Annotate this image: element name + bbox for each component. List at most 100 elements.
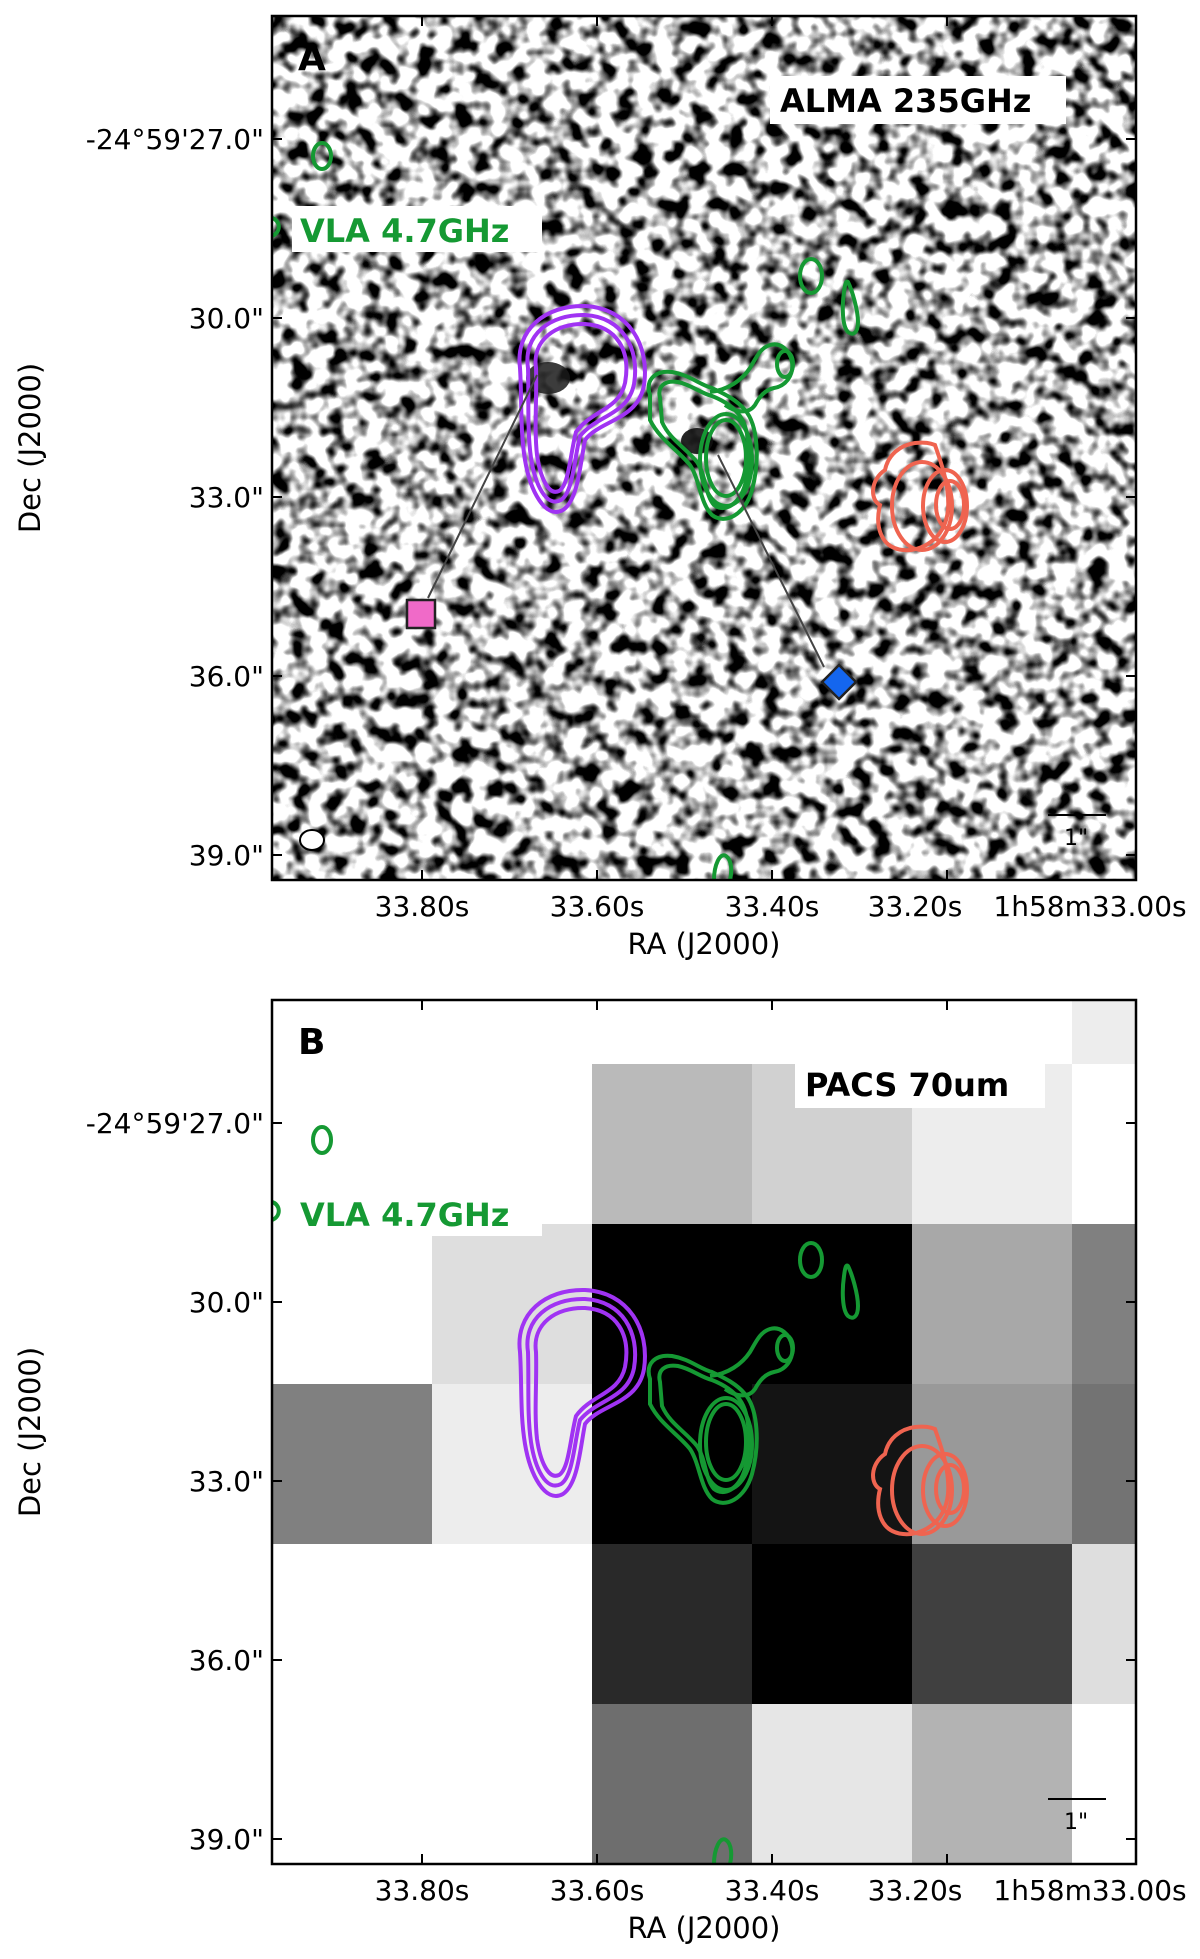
pacs-pixel-r0-c3 <box>752 1000 912 1064</box>
band-label-a: ALMA 235GHz <box>780 82 1031 120</box>
beam-ellipse-icon <box>299 829 325 851</box>
pacs-pixel-r5-c3 <box>752 1704 912 1864</box>
vla-label-b: VLA 4.7GHz <box>300 1196 509 1234</box>
vla-contour-edge-a <box>272 216 281 238</box>
vla-contour-main-outer <box>646 369 759 521</box>
pacs-pixel-r2-c4 <box>912 1224 1072 1384</box>
pacs-pixel-r5-c0 <box>272 1704 432 1864</box>
vla-contour-blob-3 <box>311 141 333 171</box>
dec-tick-a-0: -24°59'27.0" <box>86 123 264 156</box>
pacs-pixel-r5-c2 <box>592 1704 752 1864</box>
pacs-pixel-r5-c5 <box>1072 1704 1136 1864</box>
red-contour-outer-b <box>871 1424 951 1537</box>
purple-contour-outer-b <box>517 1287 647 1498</box>
ra-tick-a-2: 33.40s <box>725 890 820 923</box>
vla-contour-bottom-a <box>712 853 734 880</box>
vla-label-a-box <box>292 206 542 252</box>
red-contour-inner-2-b <box>934 1463 966 1515</box>
pacs-pixel-r2-c1 <box>432 1224 592 1384</box>
ra-tick-a-4: 1h58m33.00s <box>993 890 1186 923</box>
ra-tick-a-3: 33.20s <box>868 890 963 923</box>
square-marker-icon <box>405 598 437 630</box>
pointer-line-diamond <box>717 454 825 668</box>
ra-tick-b-4: 1h58m33.00s <box>993 1874 1186 1907</box>
ra-tick-b-0: 33.80s <box>375 1874 470 1907</box>
pacs-pixel-r0-c5 <box>1072 1000 1136 1064</box>
pacs-pixel-r4-c1 <box>432 1544 592 1704</box>
pacs-pixel-r0-c0 <box>272 1000 432 1064</box>
panel-a-letter: A <box>298 38 326 79</box>
ra-title-a: RA (J2000) <box>627 927 780 961</box>
vla-contour-group-a <box>272 141 861 880</box>
diamond-marker-icon <box>820 663 858 701</box>
pacs-pixel-r5-c4 <box>912 1704 1072 1864</box>
purple-contour-inner-b <box>533 1305 629 1478</box>
vla-contour-core-outer-b <box>698 1396 754 1492</box>
pacs-pixel-r0-c1 <box>432 1000 592 1064</box>
vla-contour-core-inner-b <box>704 1402 748 1482</box>
pacs-pixel-r1-c5 <box>1072 1064 1136 1224</box>
vla-contour-core-inner <box>704 418 748 498</box>
pacs-pixel-r2-c2 <box>592 1224 752 1384</box>
pacs-pixel-r3-c0 <box>272 1384 432 1544</box>
panel-a-contours <box>272 141 969 880</box>
vla-contour-core-outer <box>698 412 754 508</box>
scale-label-b: 1" <box>1064 1810 1088 1835</box>
vla-contour-main-outer-b <box>646 1353 759 1505</box>
panel-a-frame <box>270 14 1138 882</box>
panel-b-frame <box>270 998 1138 1866</box>
vla-contour-blob-1-b <box>798 1241 824 1279</box>
band-label-b-box <box>795 1060 1045 1108</box>
purple-contour-mid-b <box>525 1296 638 1488</box>
alma-source-blob-1 <box>526 362 570 394</box>
panel-b-contours <box>272 1125 969 1864</box>
vla-contour-arm-knot <box>775 349 795 379</box>
vla-contour-blob-1 <box>798 257 824 295</box>
pacs-pixel-r4-c3 <box>752 1544 912 1704</box>
ra-tick-a-1: 33.60s <box>550 890 645 923</box>
dec-title-a: Dec (J2000) <box>13 363 47 533</box>
ra-tick-b-1: 33.60s <box>550 1874 645 1907</box>
dec-tick-a-1: 30.0" <box>189 302 264 335</box>
purple-contour-outer <box>517 303 647 514</box>
vla-contour-main-mid-b <box>657 1363 751 1495</box>
red-contour-mid <box>890 460 954 552</box>
pacs-pixel-r5-c1 <box>432 1704 592 1864</box>
vla-label-b-box <box>292 1190 542 1236</box>
pacs-pixel-r3-c2 <box>592 1384 752 1544</box>
ra-tick-b-3: 33.20s <box>868 1874 963 1907</box>
ra-tick-b-2: 33.40s <box>725 1874 820 1907</box>
purple-contour-group <box>517 303 647 514</box>
pacs-pixel-r4-c5 <box>1072 1544 1136 1704</box>
pointer-line-square <box>427 374 538 599</box>
pacs-pixel-r4-c2 <box>592 1544 752 1704</box>
pacs-pixel-r2-c3 <box>752 1224 912 1384</box>
vla-contour-edge-b <box>272 1200 281 1222</box>
purple-contour-mid <box>525 312 638 504</box>
dec-tick-b-4: 39.0" <box>189 1823 264 1856</box>
dec-tick-b-1: 30.0" <box>189 1286 264 1319</box>
red-contour-inner-1 <box>921 468 969 544</box>
red-contour-mid-b <box>890 1444 954 1536</box>
pacs-pixel-grid <box>272 1000 1136 1864</box>
panel-b: B PACS 70um VLA 4.7GHz 1" 33.80s 33.60s … <box>13 998 1187 1945</box>
red-contour-inner-2 <box>934 479 966 531</box>
vla-contour-blob-2-b <box>840 1263 861 1320</box>
panel-a: A ALMA 235GHz VLA 4.7GHz 1" 33.80s 33.60… <box>13 14 1187 961</box>
dec-tick-a-2: 33.0" <box>189 481 264 514</box>
panel-a-ticks <box>272 16 1136 880</box>
vla-label-a: VLA 4.7GHz <box>300 212 509 250</box>
dec-title-b: Dec (J2000) <box>13 1347 47 1517</box>
purple-contour-inner <box>533 321 629 494</box>
panel-b-letter: B <box>298 1022 325 1063</box>
band-label-a-box <box>770 76 1066 124</box>
pacs-pixel-r1-c2 <box>592 1064 752 1224</box>
pacs-pixel-r2-c0 <box>272 1224 432 1384</box>
dec-tick-b-0: -24°59'27.0" <box>86 1107 264 1140</box>
vla-contour-blob-3-b <box>311 1125 333 1155</box>
vla-contour-main-mid <box>657 379 751 511</box>
pacs-pixel-r2-c5 <box>1072 1224 1136 1384</box>
red-contour-group-a <box>871 440 969 553</box>
vla-contour-bottom-b <box>712 1837 734 1864</box>
scale-label-a: 1" <box>1064 826 1088 851</box>
